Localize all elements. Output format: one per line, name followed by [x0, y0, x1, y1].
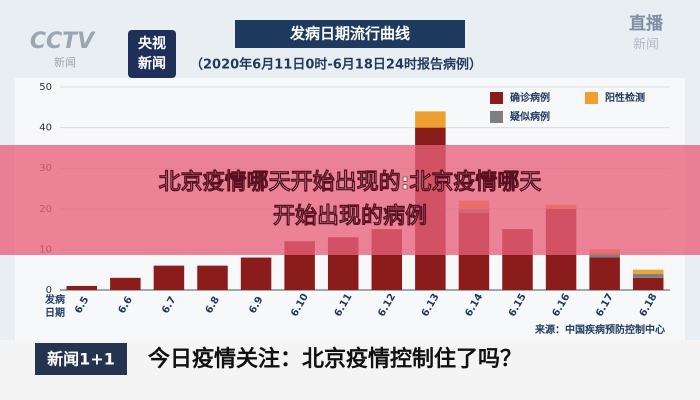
legend-label: 疑似病例	[510, 110, 550, 123]
banner-text: 开始出现的病例	[273, 203, 427, 229]
bar-segment	[415, 111, 446, 128]
live-badge: 直播	[629, 13, 664, 34]
legend-swatch	[585, 92, 598, 104]
y-tick-label: 0	[46, 285, 52, 296]
bar-segment	[632, 273, 664, 278]
banner-text: 北京疫情哪天开始出现的:北京疫情哪天	[159, 169, 543, 195]
bar-segment	[197, 265, 228, 290]
bar-segment	[632, 277, 664, 290]
y-tick-label: 40	[39, 123, 52, 134]
overlay-banner	[0, 145, 700, 255]
channel-logo: CCTV	[30, 29, 96, 54]
app-logo-line: 央视	[138, 35, 166, 52]
ticker-headline: 今日疫情关注：北京疫情控制住了吗？	[148, 346, 522, 372]
legend-label: 阳性检测	[605, 91, 645, 104]
bar-segment	[589, 257, 620, 290]
bar-segment	[153, 265, 185, 290]
bar-segment	[66, 285, 98, 290]
chart-subtitle: （2020年6月11日0时-6月18日24时报告病例）	[190, 57, 482, 73]
bar-segment	[632, 269, 664, 274]
app-logo	[128, 30, 176, 78]
bar-segment	[110, 277, 141, 290]
chart-title: 发病日期流行曲线	[289, 25, 410, 43]
program-logo	[35, 343, 127, 375]
source-note: 来源：中国疾病预防控制中心	[534, 323, 665, 336]
y-tick-label: 50	[39, 82, 52, 93]
legend-label: 确诊病例	[510, 91, 550, 104]
legend-swatch	[490, 92, 503, 104]
x-axis-label: 发病日期	[44, 293, 65, 319]
bar-segment	[240, 257, 272, 290]
legend-swatch	[490, 111, 503, 123]
channel-sub: 新闻	[54, 55, 76, 69]
live-badge-sub: 新闻	[633, 37, 659, 53]
program-name: 新闻1+1	[47, 350, 115, 369]
bar-segment	[589, 253, 620, 258]
app-logo-line: 新闻	[138, 55, 166, 72]
title-box	[235, 20, 465, 48]
